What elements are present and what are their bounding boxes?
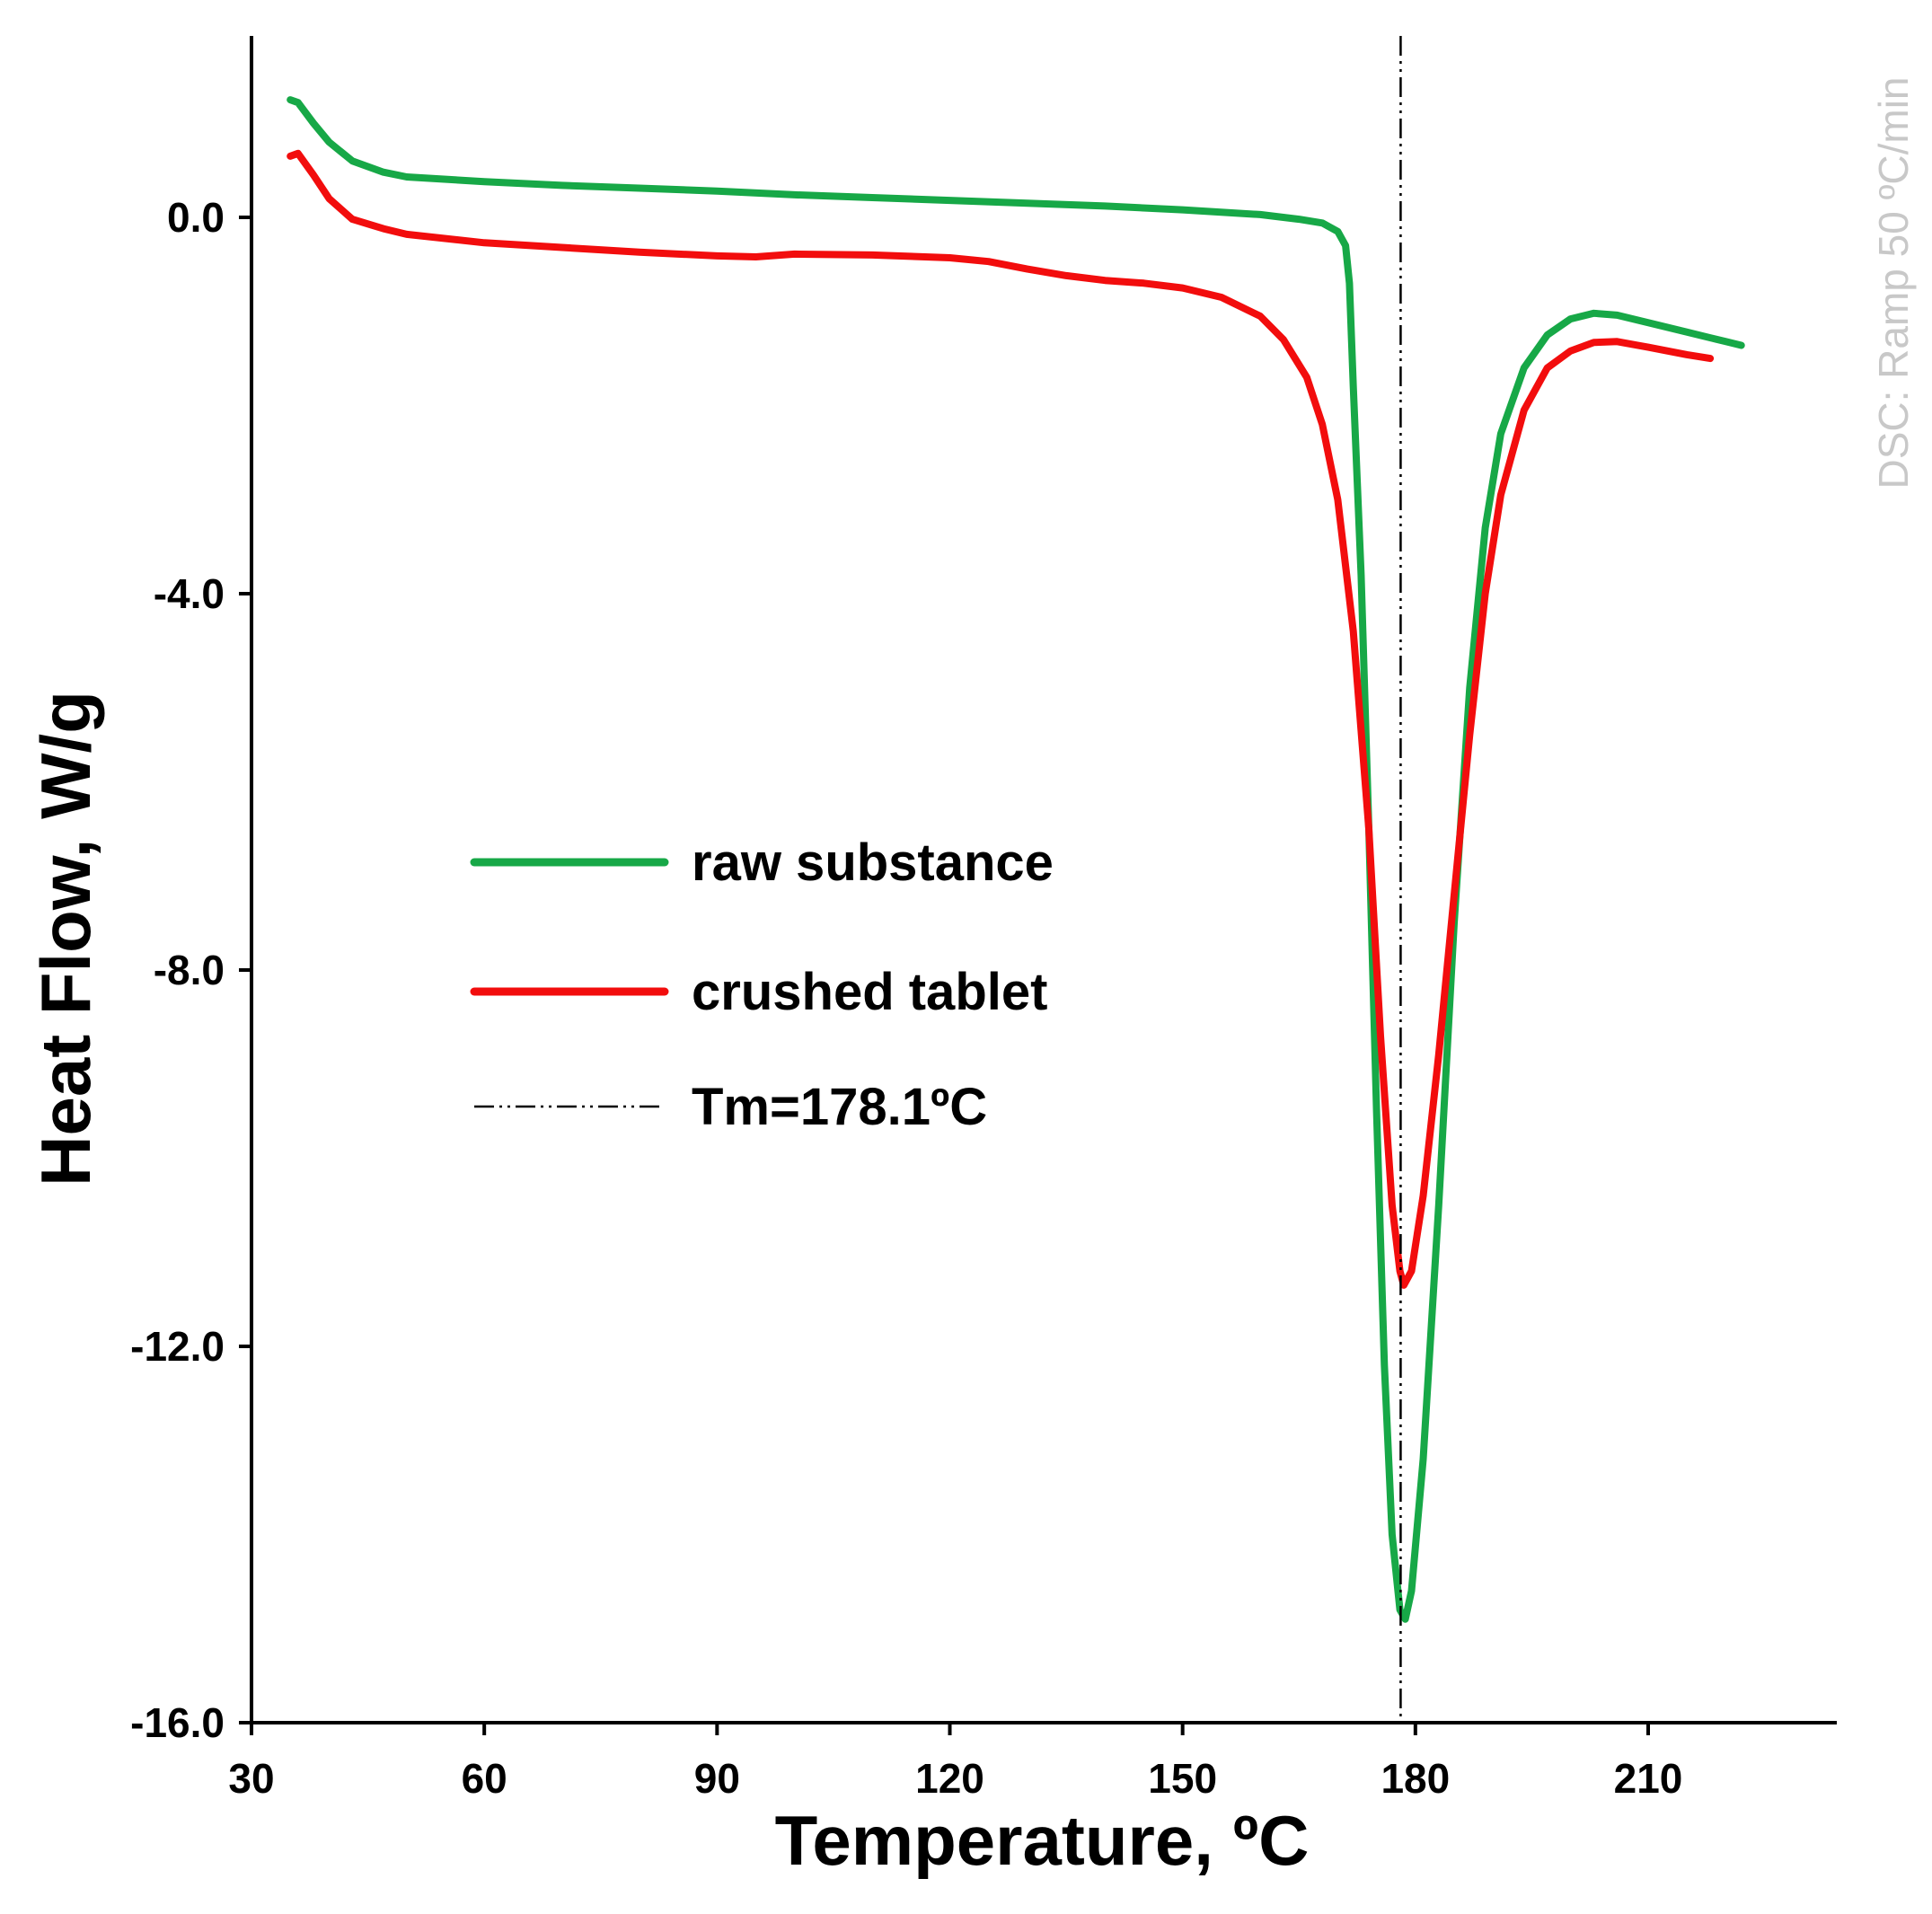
x-tick-label: 150 (1148, 1755, 1217, 1802)
y-tick-label: -8.0 (154, 947, 225, 993)
ramp-annotation: DSC: Ramp 50 ºC/min (1870, 76, 1917, 489)
axis-ticks: 30 60 90 120 150 180 210 0.0 -4.0 -8.0 -12.0 -16.0 (130, 194, 1682, 1802)
y-tick-label: -12.0 (130, 1323, 225, 1370)
legend-label: Tm=178.1ºC (692, 1078, 987, 1136)
y-tick-label: -4.0 (154, 570, 225, 617)
axes (250, 36, 1837, 1724)
y-axis-title: Heat Flow, W/g (26, 691, 105, 1186)
x-axis-title: Temperature, ºC (775, 1801, 1310, 1880)
x-tick-label: 30 (228, 1755, 274, 1802)
y-tick-label: 0.0 (167, 194, 225, 241)
plot-area (287, 36, 1745, 1723)
x-tick-label: 90 (694, 1755, 740, 1802)
legend-label: crushed tablet (692, 963, 1047, 1021)
x-tick-label: 120 (915, 1755, 984, 1802)
series-line-raw-substance (287, 96, 1745, 1623)
x-tick-label: 180 (1381, 1755, 1450, 1802)
x-tick-label: 210 (1614, 1755, 1683, 1802)
x-tick-label: 60 (462, 1755, 507, 1802)
series-line-crushed-tablet (287, 149, 1715, 1289)
legend-label: raw substance (692, 834, 1054, 892)
legend: raw substance crushed tablet Tm=178.1ºC (470, 834, 1054, 1136)
y-tick-label: -16.0 (130, 1699, 225, 1746)
